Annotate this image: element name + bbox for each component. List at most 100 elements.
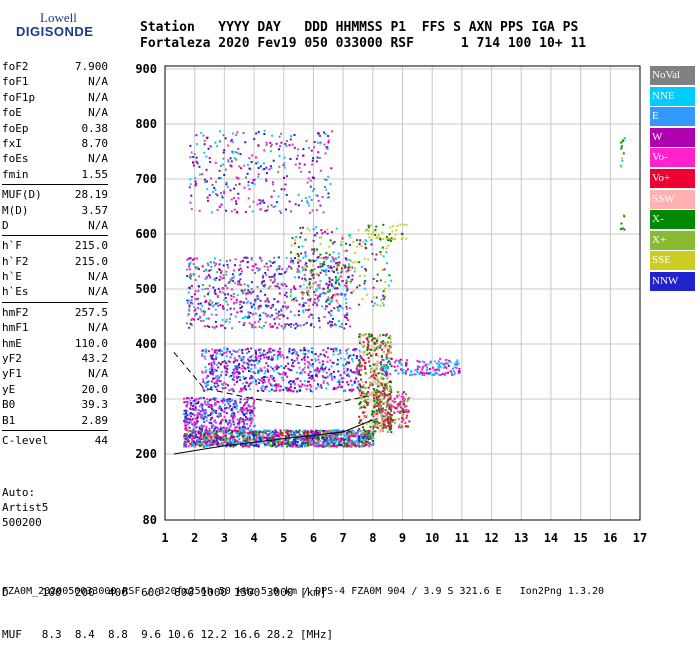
echo-point bbox=[336, 301, 339, 304]
echo-point bbox=[395, 407, 398, 410]
echo-point bbox=[381, 422, 384, 425]
echo-point bbox=[224, 419, 227, 422]
parameter-row: M(D) 3.57 bbox=[2, 203, 108, 218]
echo-point bbox=[246, 257, 249, 260]
echo-point bbox=[257, 173, 260, 176]
echo-point bbox=[358, 243, 361, 245]
echo-point bbox=[192, 405, 195, 408]
echo-point bbox=[385, 356, 388, 359]
echo-point bbox=[233, 383, 236, 386]
echo-point bbox=[276, 285, 279, 288]
echo-point bbox=[369, 442, 371, 445]
echo-point bbox=[292, 443, 295, 445]
echo-point bbox=[269, 323, 272, 326]
echo-point bbox=[253, 407, 256, 410]
echo-point bbox=[279, 432, 282, 435]
echo-point bbox=[266, 297, 269, 300]
echo-point bbox=[418, 366, 421, 368]
echo-point bbox=[336, 362, 339, 365]
echo-point bbox=[347, 373, 350, 375]
echo-point bbox=[227, 403, 230, 406]
echo-point bbox=[293, 431, 296, 434]
echo-point bbox=[382, 359, 385, 361]
echo-point bbox=[338, 444, 341, 447]
echo-point bbox=[286, 306, 289, 309]
echo-point bbox=[307, 365, 309, 368]
echo-point bbox=[334, 347, 337, 350]
echo-point bbox=[191, 418, 194, 421]
echo-point bbox=[282, 442, 285, 444]
echo-point bbox=[382, 424, 385, 427]
echo-point bbox=[360, 440, 363, 443]
echo-point bbox=[433, 360, 436, 363]
echo-point bbox=[332, 437, 335, 440]
echo-point bbox=[263, 436, 266, 439]
echo-point bbox=[201, 354, 204, 357]
echo-point bbox=[262, 162, 265, 165]
echo-point bbox=[269, 264, 272, 267]
echo-point bbox=[305, 434, 308, 437]
echo-point bbox=[223, 192, 226, 195]
echo-point bbox=[387, 390, 390, 393]
echo-point bbox=[361, 392, 363, 395]
echo-point bbox=[207, 402, 210, 405]
echo-point bbox=[275, 431, 278, 434]
echo-point bbox=[303, 384, 306, 387]
echo-point bbox=[307, 350, 310, 353]
echo-point bbox=[234, 365, 237, 367]
echo-point bbox=[374, 233, 377, 236]
echo-point bbox=[321, 375, 324, 377]
echo-point bbox=[196, 297, 199, 300]
echo-point bbox=[244, 416, 247, 418]
echo-point bbox=[401, 425, 403, 428]
echo-point bbox=[379, 304, 382, 307]
echo-point bbox=[373, 381, 376, 384]
echo-point bbox=[337, 440, 340, 443]
echo-point bbox=[374, 402, 376, 405]
echo-point bbox=[303, 357, 306, 360]
echo-point bbox=[336, 287, 339, 290]
echo-point bbox=[290, 364, 293, 367]
echo-point bbox=[253, 399, 256, 402]
echo-point bbox=[264, 370, 267, 372]
echo-point bbox=[366, 403, 369, 406]
echo-point bbox=[387, 244, 390, 247]
echo-point bbox=[332, 242, 334, 245]
echo-point bbox=[346, 436, 349, 438]
echo-point bbox=[250, 363, 253, 366]
echo-point bbox=[390, 391, 393, 393]
echo-point bbox=[389, 335, 392, 338]
echo-point bbox=[336, 279, 339, 282]
echo-point bbox=[623, 137, 626, 139]
echo-point bbox=[210, 364, 213, 367]
echo-point bbox=[336, 266, 339, 268]
echo-point bbox=[225, 373, 228, 376]
echo-point bbox=[223, 149, 226, 151]
echo-point bbox=[249, 422, 252, 425]
echo-point bbox=[330, 438, 333, 441]
echo-point bbox=[387, 237, 390, 240]
echo-point bbox=[254, 326, 257, 329]
echo-point bbox=[235, 202, 238, 205]
echo-point bbox=[364, 415, 367, 418]
echo-point bbox=[390, 365, 393, 368]
echo-point bbox=[348, 234, 351, 237]
echo-point bbox=[304, 263, 307, 266]
echo-point bbox=[203, 400, 206, 403]
echo-point bbox=[256, 362, 259, 365]
echo-point bbox=[295, 325, 298, 328]
echo-point bbox=[333, 386, 336, 389]
echo-point bbox=[345, 270, 348, 273]
echo-point bbox=[290, 210, 292, 213]
echo-point bbox=[267, 369, 269, 372]
echo-point bbox=[346, 319, 349, 321]
echo-point bbox=[393, 365, 396, 368]
echo-point bbox=[344, 293, 347, 296]
echo-point bbox=[296, 371, 299, 374]
echo-point bbox=[369, 437, 372, 439]
echo-point bbox=[261, 434, 264, 437]
echo-point bbox=[377, 234, 380, 237]
echo-point bbox=[307, 366, 310, 369]
echo-point bbox=[236, 418, 239, 421]
echo-point bbox=[299, 324, 302, 327]
